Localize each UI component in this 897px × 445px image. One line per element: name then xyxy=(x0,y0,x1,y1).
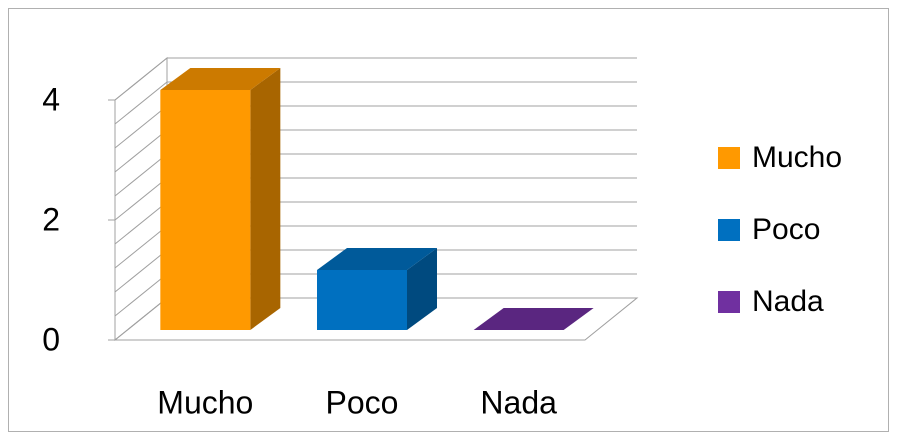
bar xyxy=(317,270,407,330)
legend-label: Poco xyxy=(752,213,820,246)
legend-swatch xyxy=(718,147,740,169)
minor-grid-line xyxy=(114,81,637,125)
y-tick-label: 4 xyxy=(42,81,60,117)
legend-label: Mucho xyxy=(752,141,842,174)
bar-top xyxy=(160,68,281,90)
y-tick-label: 2 xyxy=(42,201,60,237)
bar xyxy=(160,90,251,330)
legend-swatch xyxy=(718,219,740,241)
bar-side xyxy=(250,68,281,330)
x-tick-label: Nada xyxy=(480,384,557,420)
x-tick-label: Poco xyxy=(326,384,399,420)
y-tick-label: 0 xyxy=(42,321,60,357)
legend-swatch xyxy=(718,291,740,313)
grid-line xyxy=(114,57,637,101)
bar-top xyxy=(317,248,437,270)
bar-top xyxy=(473,308,594,330)
bar-side xyxy=(407,248,437,330)
legend-label: Nada xyxy=(752,285,824,318)
x-tick-label: Mucho xyxy=(157,384,253,420)
